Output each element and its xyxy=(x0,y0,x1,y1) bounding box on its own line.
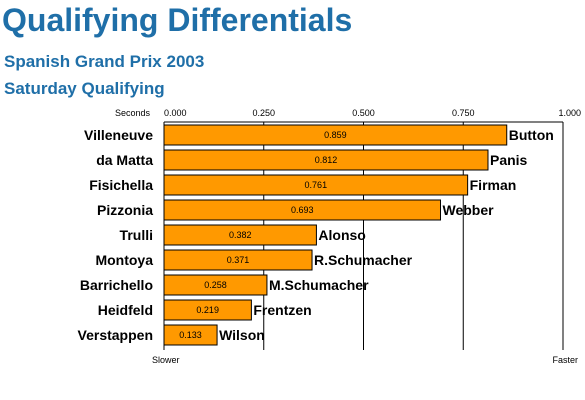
x-tick-label-4: 1.000 xyxy=(558,108,581,118)
chart-subtitle: Spanish Grand Prix 2003 xyxy=(4,52,205,71)
faster-caption: Faster xyxy=(552,355,578,365)
slower-driver-label-2: Fisichella xyxy=(89,177,153,193)
faster-driver-label-1: Panis xyxy=(490,152,528,168)
slower-driver-label-8: Verstappen xyxy=(78,327,153,343)
faster-driver-label-8: Wilson xyxy=(219,327,265,343)
bar-value-label-4: 0.382 xyxy=(229,230,252,240)
slower-driver-label-7: Heidfeld xyxy=(98,302,153,318)
bar-value-label-6: 0.258 xyxy=(204,280,227,290)
faster-driver-label-5: R.Schumacher xyxy=(314,252,413,268)
bar-6 xyxy=(163,274,268,296)
faster-driver-label-6: M.Schumacher xyxy=(269,277,369,293)
bar-value-label-3: 0.693 xyxy=(291,205,314,215)
slower-driver-label-0: Villeneuve xyxy=(84,127,153,143)
slower-driver-label-5: Montoya xyxy=(95,252,153,268)
bar-4 xyxy=(163,224,317,246)
bar-value-label-2: 0.761 xyxy=(305,180,328,190)
axis-unit-label: Seconds xyxy=(115,108,151,118)
bar-0 xyxy=(163,124,508,146)
bar-5 xyxy=(163,249,313,271)
bar-8 xyxy=(163,324,218,346)
bar-2 xyxy=(163,174,469,196)
bar-value-label-5: 0.371 xyxy=(227,255,250,265)
x-tick-label-3: 0.750 xyxy=(452,108,475,118)
faster-driver-label-0: Button xyxy=(509,127,554,143)
bar-1 xyxy=(163,149,489,171)
faster-driver-label-3: Webber xyxy=(443,202,495,218)
slower-driver-label-6: Barrichello xyxy=(80,277,153,293)
bar-7 xyxy=(163,299,252,321)
faster-driver-label-4: Alonso xyxy=(318,227,365,243)
faster-driver-label-2: Firman xyxy=(470,177,517,193)
slower-driver-label-3: Pizzonia xyxy=(97,202,153,218)
slower-driver-label-1: da Matta xyxy=(96,152,153,168)
x-tick-label-0: 0.000 xyxy=(164,108,187,118)
x-tick-label-2: 0.500 xyxy=(352,108,375,118)
bar-value-label-8: 0.133 xyxy=(179,330,202,340)
chart-subtitle-session: Saturday Qualifying xyxy=(4,79,165,98)
bar-3 xyxy=(163,199,442,221)
faster-driver-label-7: Frentzen xyxy=(253,302,311,318)
chart-title: Qualifying Differentials xyxy=(2,2,353,38)
slower-caption: Slower xyxy=(152,355,180,365)
bar-value-label-0: 0.859 xyxy=(324,130,347,140)
bar-value-label-1: 0.812 xyxy=(315,155,338,165)
slower-driver-label-4: Trulli xyxy=(120,227,153,243)
x-tick-label-1: 0.250 xyxy=(252,108,275,118)
bar-value-label-7: 0.219 xyxy=(196,305,219,315)
